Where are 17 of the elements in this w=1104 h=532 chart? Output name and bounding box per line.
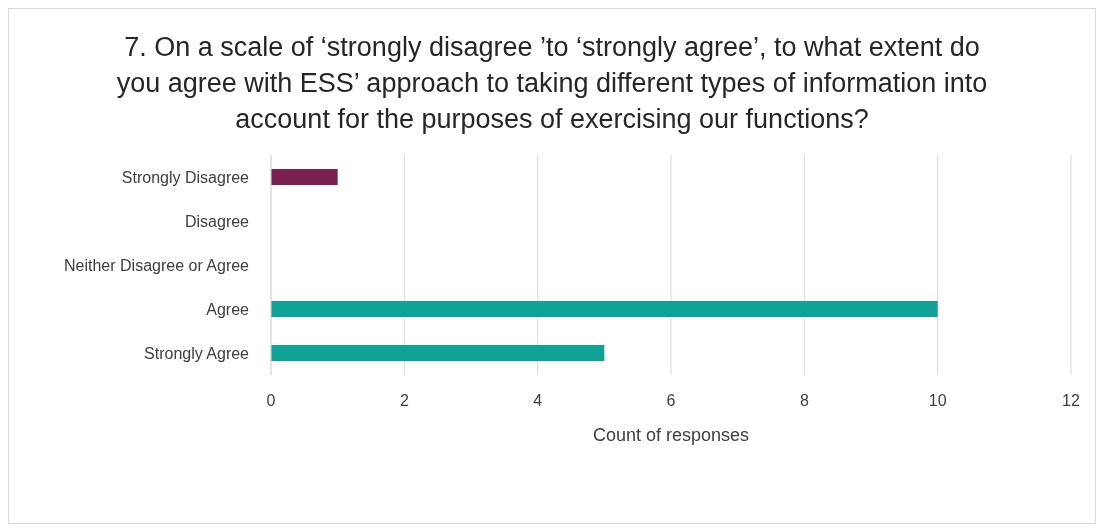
x-tick-label: 2	[399, 392, 409, 410]
y-tick-label: Strongly Disagree	[121, 168, 250, 186]
chart-title: 7. On a scale of ‘strongly disagree ’to ‘strongly agree’, to what extent do you agree with ESS’ approach to taking different types of information into account for the purposes of exercising our functions?	[115, 31, 989, 136]
y-tick-label: Neither Disagree or Agree	[64, 256, 250, 274]
bar	[271, 345, 605, 362]
x-tick-label: 12	[1062, 392, 1080, 410]
y-tick-label: Disagree	[184, 212, 250, 230]
bar	[271, 301, 938, 318]
x-tick-label: 6	[666, 392, 676, 410]
x-tick-label: 10	[928, 392, 947, 410]
x-tick-label: 4	[533, 392, 543, 410]
x-tick-label: 8	[799, 392, 809, 410]
x-tick-label: 0	[266, 392, 276, 410]
y-tick-label: Agree	[206, 300, 250, 318]
y-tick-label: Strongly Agree	[144, 344, 250, 362]
x-axis-title: Count of responses	[592, 425, 750, 445]
bar	[271, 169, 338, 186]
